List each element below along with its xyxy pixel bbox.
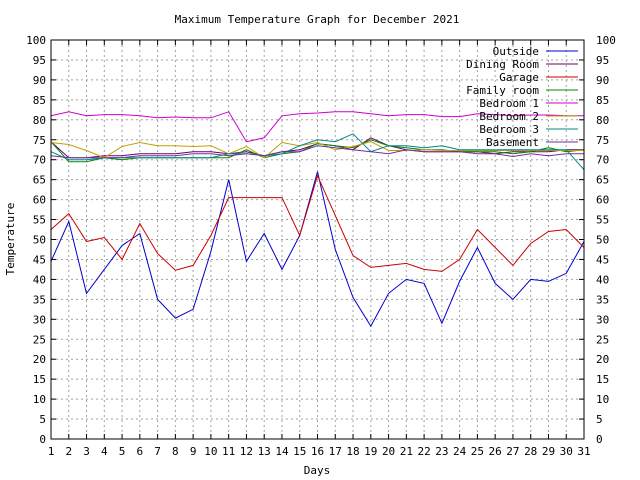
x-tick-label: 22	[417, 445, 430, 458]
y-tick-label-right: 55	[596, 214, 609, 227]
x-tick-label: 28	[524, 445, 537, 458]
x-tick-label: 13	[258, 445, 271, 458]
x-tick-label: 18	[346, 445, 359, 458]
y-tick-label-right: 10	[596, 393, 609, 406]
y-tick-label-left: 40	[33, 273, 46, 286]
legend-label: Bedroom 2	[479, 110, 539, 123]
y-tick-label-left: 50	[33, 234, 46, 247]
y-tick-label-left: 75	[33, 134, 46, 147]
legend-label: Basement	[486, 136, 539, 149]
y-tick-label-right: 15	[596, 373, 609, 386]
y-tick-label-right: 40	[596, 273, 609, 286]
y-tick-label-right: 20	[596, 353, 609, 366]
y-tick-label-left: 25	[33, 333, 46, 346]
series-line-bedroom-3	[50, 133, 585, 171]
x-tick-label: 4	[101, 445, 108, 458]
y-tick-label-right: 80	[596, 114, 609, 127]
x-tick-label: 2	[65, 445, 72, 458]
y-tick-label-right: 75	[596, 134, 609, 147]
y-tick-label-left: 70	[33, 154, 46, 167]
legend-label: Outside	[493, 45, 539, 58]
y-tick-label-right: 0	[596, 433, 603, 446]
x-tick-label: 7	[154, 445, 161, 458]
legend-label: Garage	[499, 71, 539, 84]
y-tick-label-right: 35	[596, 293, 609, 306]
x-tick-label: 8	[172, 445, 179, 458]
plot-frame	[50, 39, 585, 440]
series-line-outside	[50, 171, 585, 328]
y-tick-label-left: 95	[33, 54, 46, 67]
x-tick-label: 30	[560, 445, 573, 458]
series-lines	[50, 111, 585, 328]
x-tick-label: 20	[382, 445, 395, 458]
y-tick-label-right: 50	[596, 234, 609, 247]
y-tick-label-left: 30	[33, 313, 46, 326]
y-tick-label-right: 5	[596, 413, 603, 426]
x-tick-label: 14	[275, 445, 289, 458]
y-tick-label-left: 10	[33, 393, 46, 406]
y-axis-label: Temperature	[4, 203, 17, 276]
series-line-garage	[50, 174, 585, 272]
legend-label: Bedroom 1	[479, 97, 539, 110]
x-tick-label: 9	[190, 445, 197, 458]
y-tick-label-right: 25	[596, 333, 609, 346]
y-tick-label-right: 60	[596, 194, 609, 207]
y-tick-label-left: 55	[33, 214, 46, 227]
y-tick-label-left: 15	[33, 373, 46, 386]
y-tick-label-right: 100	[596, 34, 616, 47]
y-tick-label-left: 5	[39, 413, 46, 426]
y-tick-label-right: 45	[596, 253, 609, 266]
y-tick-label-right: 90	[596, 74, 609, 87]
y-tick-label-left: 60	[33, 194, 46, 207]
y-tick-label-right: 85	[596, 94, 609, 107]
y-tick-label-left: 85	[33, 94, 46, 107]
y-tick-label-right: 95	[596, 54, 609, 67]
y-tick-label-right: 65	[596, 174, 609, 187]
y-tick-label-left: 0	[39, 433, 46, 446]
y-tick-label-left: 45	[33, 253, 46, 266]
x-tick-label: 23	[435, 445, 448, 458]
y-tick-label-right: 30	[596, 313, 609, 326]
x-tick-label: 31	[577, 445, 590, 458]
chart-title: Maximum Temperature Graph for December 2…	[175, 13, 460, 26]
x-tick-label: 3	[83, 445, 90, 458]
y-tick-label-left: 100	[26, 34, 46, 47]
y-tick-label-left: 35	[33, 293, 46, 306]
series-line-bedroom-2	[50, 141, 584, 159]
x-tick-label: 25	[471, 445, 484, 458]
x-tick-label: 17	[329, 445, 342, 458]
x-tick-label: 29	[542, 445, 555, 458]
x-tick-label: 19	[364, 445, 377, 458]
y-tick-label-left: 65	[33, 174, 46, 187]
x-tick-label: 15	[293, 445, 306, 458]
series-line-bedroom-1	[50, 111, 584, 143]
x-tick-label: 6	[137, 445, 144, 458]
y-tick-label-right: 70	[596, 154, 609, 167]
y-tick-label-left: 80	[33, 114, 46, 127]
y-tick-label-left: 20	[33, 353, 46, 366]
legend-label: Family room	[466, 84, 539, 97]
gridlines	[51, 40, 584, 439]
legend-label: Dining Room	[466, 58, 539, 71]
x-axis-label: Days	[304, 464, 331, 477]
y-tick-label-left: 90	[33, 74, 46, 87]
x-tick-label: 1	[48, 445, 55, 458]
x-tick-label: 10	[204, 445, 217, 458]
x-tick-label: 27	[506, 445, 519, 458]
x-tick-label: 12	[240, 445, 253, 458]
x-tick-label: 24	[453, 445, 467, 458]
x-tick-label: 11	[222, 445, 235, 458]
x-tick-label: 21	[400, 445, 413, 458]
x-tick-label: 5	[119, 445, 126, 458]
x-tick-label: 26	[489, 445, 502, 458]
series-line-basement	[50, 145, 584, 159]
legend-label: Bedroom 3	[479, 123, 539, 136]
x-tick-label: 16	[311, 445, 324, 458]
